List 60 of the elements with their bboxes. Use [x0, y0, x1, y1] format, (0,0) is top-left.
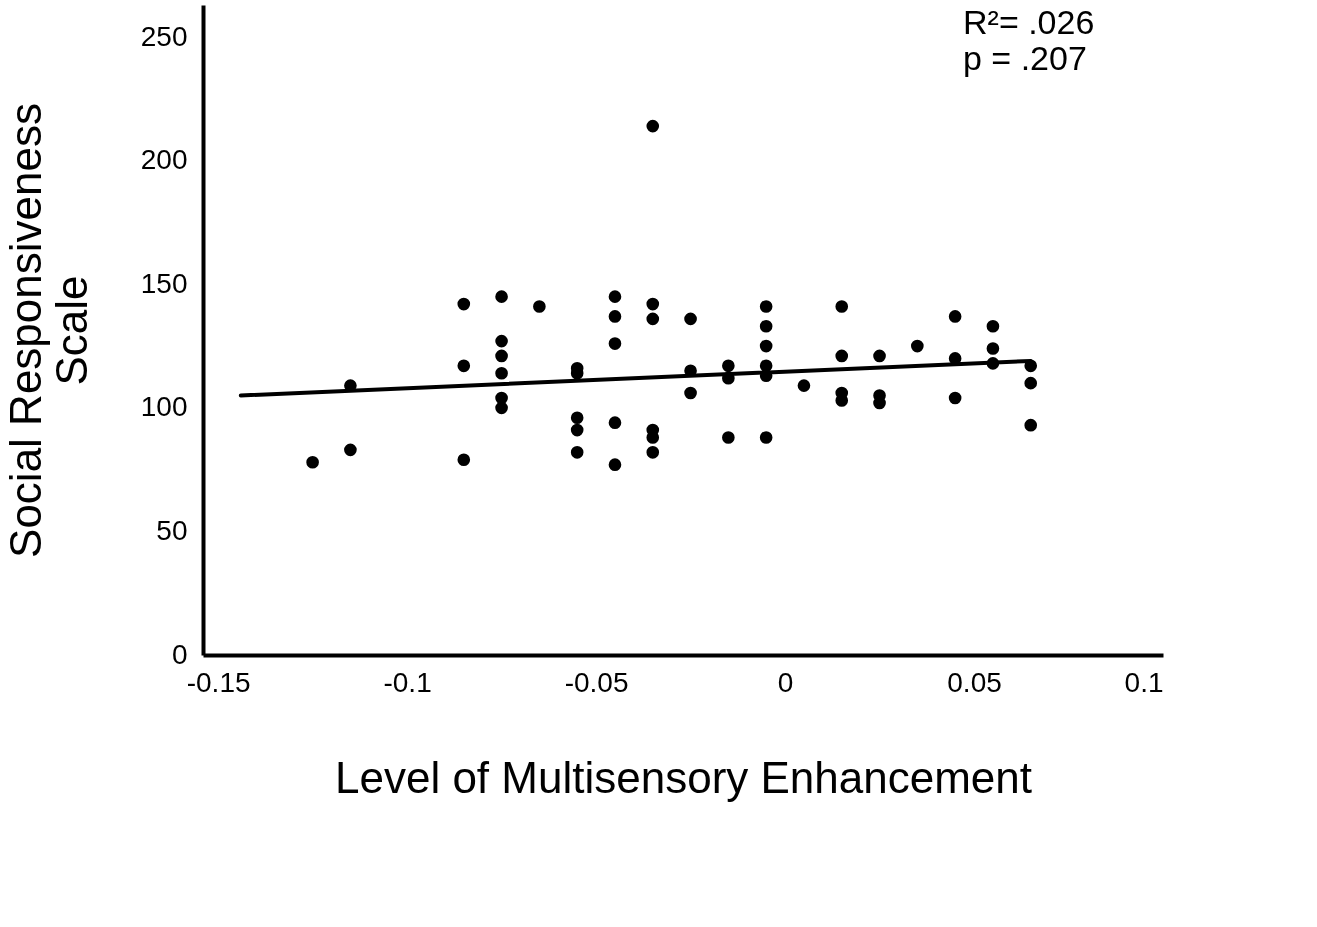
point: [646, 431, 660, 444]
x-axis-title: Level of Multisensory Enhancement: [334, 752, 1033, 802]
point: [306, 455, 319, 469]
y-tick-label: 0: [171, 638, 188, 670]
point: [1024, 418, 1038, 432]
x-tick-label: -0.15: [186, 666, 251, 698]
point: [570, 446, 584, 459]
point: [684, 312, 697, 326]
point: [948, 391, 962, 405]
point: [835, 394, 849, 407]
point: [646, 119, 660, 133]
y-axis-title: Social Responsiveness Scale: [0, 103, 96, 558]
point: [608, 337, 622, 350]
point: [759, 319, 773, 333]
point: [759, 339, 773, 353]
point: [495, 366, 508, 380]
point: [722, 431, 735, 444]
point: [873, 349, 886, 363]
point: [759, 431, 773, 444]
y-tick-label: 250: [140, 20, 188, 52]
point: [457, 297, 471, 311]
x-tick-label: 0.05: [947, 666, 1002, 698]
point: [344, 443, 357, 457]
point: [646, 446, 660, 459]
point: [722, 359, 735, 373]
point: [533, 300, 546, 313]
point: [608, 290, 622, 303]
point: [986, 342, 1000, 355]
y-tick-label: 50: [156, 514, 188, 546]
point: [608, 458, 622, 472]
y-tick-label: 100: [140, 391, 188, 423]
point: [797, 379, 811, 392]
point: [457, 453, 471, 467]
point: [646, 297, 660, 311]
x-tick-label: 0: [777, 666, 794, 698]
point: [911, 339, 924, 353]
point: [684, 386, 697, 400]
point: [495, 401, 508, 415]
point: [948, 310, 962, 323]
point: [646, 312, 660, 326]
point: [608, 416, 622, 429]
point: [570, 411, 584, 425]
annotation: p = .207: [963, 39, 1087, 77]
point: [495, 349, 508, 363]
point: [1024, 376, 1038, 390]
annotation: R²= .026: [963, 3, 1095, 41]
point: [457, 359, 471, 373]
point: [759, 300, 773, 313]
x-tick-label: 0.1: [1124, 666, 1164, 698]
point: [570, 423, 584, 437]
point: [986, 319, 1000, 333]
point: [608, 310, 622, 323]
x-tick-label: -0.1: [383, 666, 432, 698]
point: [495, 290, 508, 303]
point: [835, 349, 849, 363]
point: [495, 334, 508, 348]
y-tick-label: 200: [140, 144, 188, 176]
point: [835, 300, 849, 313]
y-tick-label: 150: [140, 267, 188, 299]
x-tick-label: -0.05: [564, 666, 629, 698]
